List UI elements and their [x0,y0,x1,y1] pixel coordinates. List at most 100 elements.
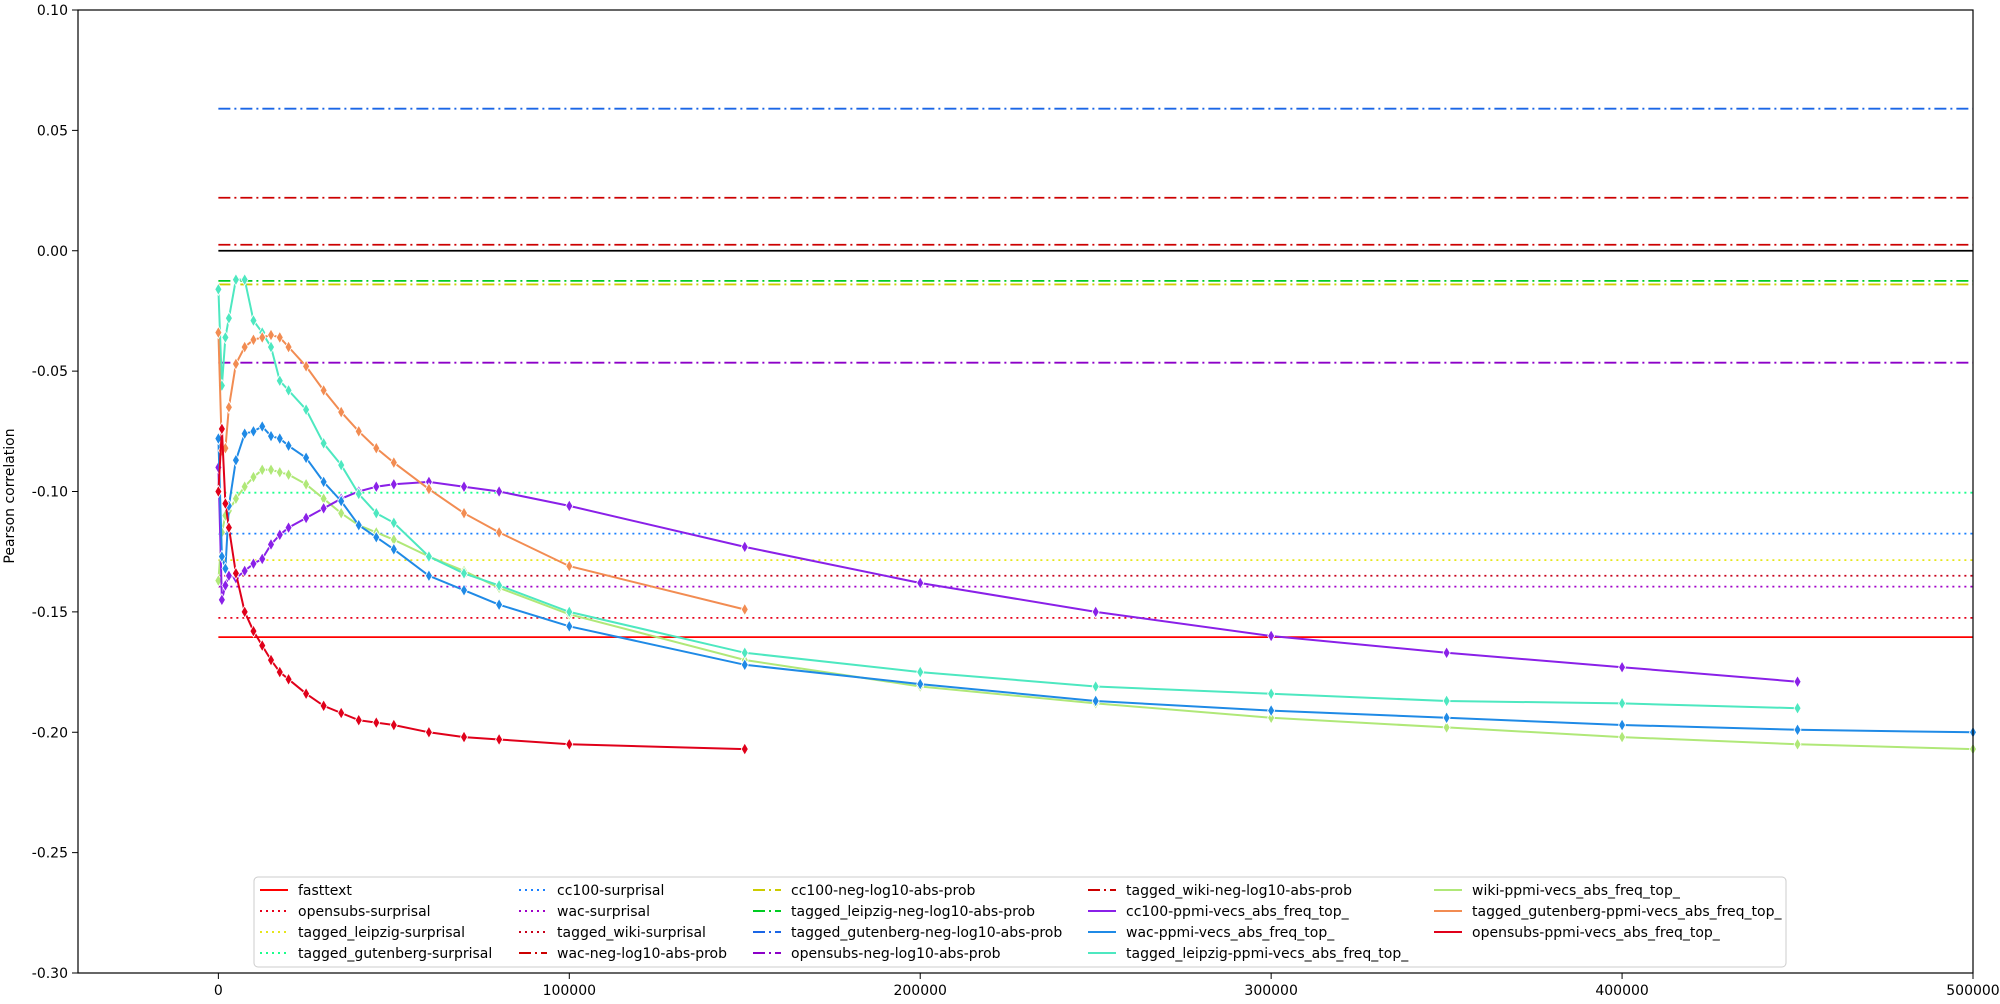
data-point [267,328,275,342]
data-point [302,511,311,525]
y-tick-label: -0.25 [32,846,68,862]
data-point [275,528,284,542]
data-point [389,516,398,530]
series-line [217,278,1798,710]
series-wac-ppmi-vecs_abs_freq_top_ [214,419,1977,740]
data-point [1442,711,1451,725]
data-point [284,467,293,482]
data-point [424,482,433,496]
data-point [740,742,749,756]
data-point [284,340,293,354]
data-point [319,436,328,451]
data-point [1793,723,1802,737]
data-point [231,357,240,371]
legend-label: tagged_wiki-neg-log10-abs-prob [1126,883,1352,899]
data-point [231,272,240,287]
data-point [372,479,381,494]
data-point [224,520,233,535]
data-point [275,665,284,679]
legend-label: wac-ppmi-vecs_abs_freq_top_ [1126,925,1335,941]
data-point [1793,701,1802,715]
data-point [1267,711,1276,725]
data-point [319,383,328,398]
data-point [389,542,398,557]
x-tick-label: 0 [214,983,223,999]
data-point [275,373,284,388]
legend-label: opensubs-neg-log10-abs-prob [791,946,1001,962]
legend-item-opensubs-surprisal: opensubs-surprisal [260,904,431,920]
series-tagged_gutenberg-ppmi-vecs_abs_freq_top_ [214,325,749,617]
data-point [302,686,311,701]
data-point [916,665,925,679]
data-point [284,438,293,453]
data-point [460,730,468,744]
data-point [240,272,249,287]
data-point [319,501,328,516]
data-point [258,419,267,434]
data-point [284,383,293,398]
data-point [1793,737,1802,752]
legend-label: tagged_leipzig-neg-log10-abs-prob [791,904,1035,920]
data-point [231,566,240,581]
data-point [337,506,346,520]
data-point [1618,660,1627,675]
x-tick-label: 300000 [1244,983,1297,999]
y-tick-label: -0.20 [32,725,68,741]
series-opensubs-ppmi-vecs_abs_freq_top_ [214,422,749,756]
data-point [389,455,398,470]
legend-item-opensubs-ppmi-vecs_abs_freq_top_: opensubs-ppmi-vecs_abs_freq_top_ [1434,925,1721,941]
legend-label: wac-neg-log10-abs-prob [557,946,727,962]
legend-item-tagged_wiki-neg-log10-abs-prob: tagged_wiki-neg-log10-abs-prob [1088,883,1352,899]
data-point [249,556,258,571]
data-point [1793,674,1802,689]
data-point [565,499,574,513]
data-point [214,484,223,499]
data-point [249,424,258,439]
data-point [740,646,749,660]
data-point [214,325,223,340]
series-tagged_leipzig-ppmi-vecs_abs_freq_top_ [214,272,1802,715]
data-point [284,520,293,535]
legend-item-cc100-neg-log10-abs-prob: cc100-neg-log10-abs-prob [753,883,976,899]
legend-label: wac-surprisal [557,904,650,920]
x-tick-label: 500000 [1946,983,1999,999]
legend-item-wiki-ppmi-vecs_abs_freq_top_: wiki-ppmi-vecs_abs_freq_top_ [1434,883,1681,899]
data-point [249,313,258,328]
data-point [460,506,468,520]
y-tick-label: 0.10 [37,3,68,19]
data-point [916,576,925,590]
y-tick-label: -0.05 [32,364,68,380]
data-point [319,475,328,489]
data-point [565,605,574,619]
data-point [217,422,226,436]
data-point [495,578,504,593]
data-point [740,602,749,617]
legend-label: cc100-surprisal [557,883,664,899]
legend-label: cc100-ppmi-vecs_abs_freq_top_ [1126,904,1350,920]
data-point [267,340,275,354]
data-point [224,568,233,583]
data-point [258,330,267,345]
legend-label: wiki-ppmi-vecs_abs_freq_top_ [1472,883,1681,899]
legend-item-fasttext: fasttext [260,883,352,899]
legend-label: tagged_gutenberg-neg-log10-abs-prob [791,925,1062,941]
legend-label: tagged_gutenberg-ppmi-vecs_abs_freq_top_ [1472,904,1782,920]
legend-item-wac-surprisal: wac-surprisal [519,904,650,920]
data-point [319,698,328,713]
data-point [217,593,226,607]
legend-item-wac-neg-log10-abs-prob: wac-neg-log10-abs-prob [519,946,727,962]
y-tick-label: 0.05 [37,123,68,139]
data-point [267,537,275,552]
data-point [221,561,230,576]
data-point [460,583,468,598]
data-point [372,506,381,520]
data-point [275,465,284,480]
series-line [217,332,746,611]
series-line [217,467,1798,683]
data-point [275,431,284,446]
legend: fasttext opensubs-surprisal tagged_leipzig… [253,876,1787,968]
data-point [1267,686,1276,701]
data-point [240,479,249,494]
